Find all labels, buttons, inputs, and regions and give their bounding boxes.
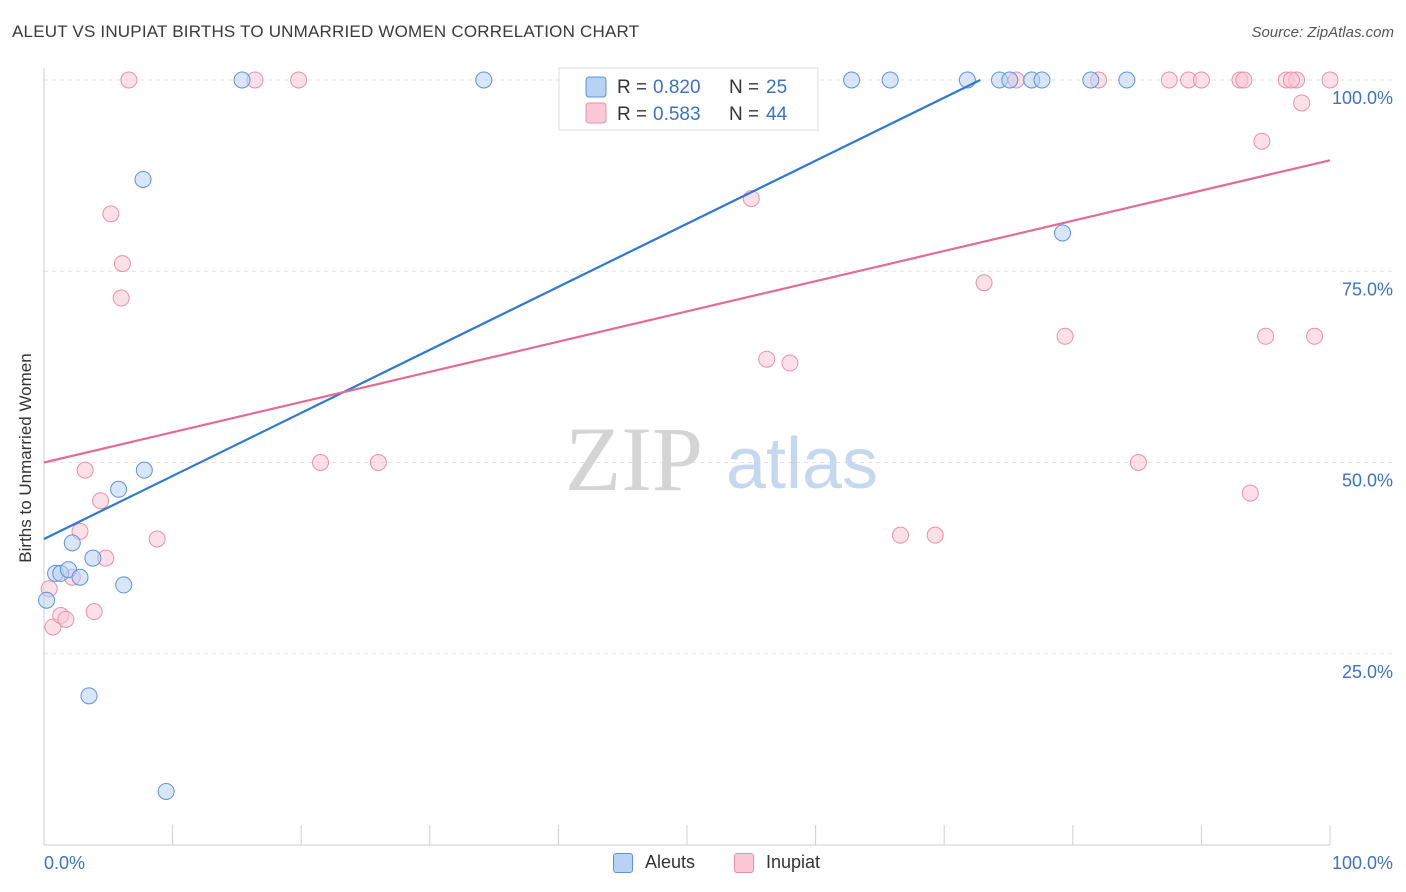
watermark-zip: ZIP: [565, 408, 703, 510]
aleut-point: [80, 687, 98, 705]
watermark-atlas: atlas: [726, 424, 878, 504]
legend-r-label: R =: [617, 104, 647, 125]
legend-swatch-inupiat: [585, 102, 607, 124]
inupiat-point: [1257, 327, 1275, 345]
inupiat-point: [781, 354, 799, 372]
legend-r-label: R =: [617, 77, 647, 98]
aleut-point: [110, 480, 128, 498]
aleut-point: [1001, 71, 1019, 89]
inupiat-point: [1321, 71, 1339, 89]
inupiat-point: [1129, 454, 1147, 471]
aleut-point: [881, 71, 899, 89]
inupiat-point: [57, 610, 75, 628]
inupiat-point: [369, 454, 387, 471]
inupiat-trend-line: [43, 159, 1331, 464]
inupiat-point: [92, 492, 110, 510]
watermark: ZIP atlas: [565, 408, 878, 510]
trend-layer: [43, 79, 1331, 540]
aleut-point: [233, 71, 251, 89]
aleut-point: [843, 71, 861, 89]
aleut-point: [475, 71, 493, 89]
legend-label-aleuts: Aleuts: [645, 852, 696, 872]
aleut-point: [71, 568, 89, 586]
x-tick-label: 0.0%: [44, 853, 85, 873]
aleut-point: [1033, 71, 1051, 89]
aleut-point: [38, 591, 56, 609]
inupiat-point: [1293, 94, 1311, 112]
legend-n-label: N =: [729, 104, 759, 125]
legend-n-value: 25: [766, 77, 787, 98]
inupiat-point: [120, 71, 138, 89]
inupiat-point: [1282, 71, 1300, 89]
legend-swatch-inupiat: [734, 852, 754, 873]
inupiat-point: [1056, 327, 1074, 345]
legend-item-aleuts[interactable]: Aleuts: [613, 852, 695, 873]
inupiat-point: [1253, 132, 1271, 150]
x-tick-label: 100.0%: [1332, 853, 1393, 873]
legend-top: R = 0.820 N = 25 R = 0.583 N = 44: [558, 67, 819, 131]
inupiat-point: [926, 526, 944, 544]
legend-n-label: N =: [729, 77, 759, 98]
y-tick-label: 100.0%: [1332, 88, 1393, 108]
inupiat-point: [1235, 71, 1253, 89]
legend-item-inupiat[interactable]: Inupiat: [734, 852, 820, 873]
inupiat-point: [1241, 484, 1259, 502]
aleut-point: [134, 170, 152, 188]
legend-label-inupiat: Inupiat: [766, 852, 821, 872]
inupiat-point: [891, 526, 909, 544]
inupiat-point: [758, 350, 776, 368]
legend-swatch-aleuts: [585, 76, 607, 98]
legend-r-value: 0.820: [653, 77, 701, 98]
inupiat-point: [1192, 71, 1210, 89]
aleut-point: [84, 549, 102, 567]
legend-bottom: Aleuts Inupiat: [0, 852, 1406, 878]
legend-r-value: 0.583: [653, 104, 701, 125]
inupiat-point: [112, 289, 130, 307]
aleut-point: [115, 576, 133, 594]
inupiat-point: [290, 71, 308, 89]
inupiat-point: [76, 461, 94, 479]
aleut-point: [157, 782, 175, 800]
points-layer: [38, 71, 1339, 800]
inupiat-point: [102, 205, 120, 223]
inupiat-point: [148, 530, 166, 548]
inupiat-point: [1160, 71, 1178, 89]
y-tick-label: 25.0%: [1342, 662, 1393, 682]
legend-swatch-aleuts: [613, 852, 633, 873]
aleut-trend-line: [43, 79, 981, 540]
legend-n-value: 44: [766, 104, 788, 125]
aleut-point: [1118, 71, 1136, 89]
grid-layer: [44, 79, 1392, 655]
inupiat-point: [975, 274, 993, 292]
chart-title: ALEUT VS INUPIAT BIRTHS TO UNMARRIED WOM…: [12, 22, 640, 41]
aleut-point: [135, 461, 153, 479]
source-credit: Source: ZipAtlas.com: [1251, 24, 1394, 41]
inupiat-point: [85, 603, 103, 621]
aleut-point: [1054, 224, 1072, 242]
inupiat-point: [311, 454, 329, 471]
aleut-point: [1082, 71, 1100, 89]
axis-layer: 25.0% 50.0% 75.0% 100.0% 0.0% 100.0%: [43, 68, 1393, 873]
y-tick-label: 75.0%: [1342, 279, 1393, 299]
y-tick-label: 50.0%: [1342, 471, 1393, 491]
inupiat-point: [113, 255, 131, 273]
inupiat-point: [1306, 327, 1324, 345]
aleut-point: [63, 534, 81, 552]
